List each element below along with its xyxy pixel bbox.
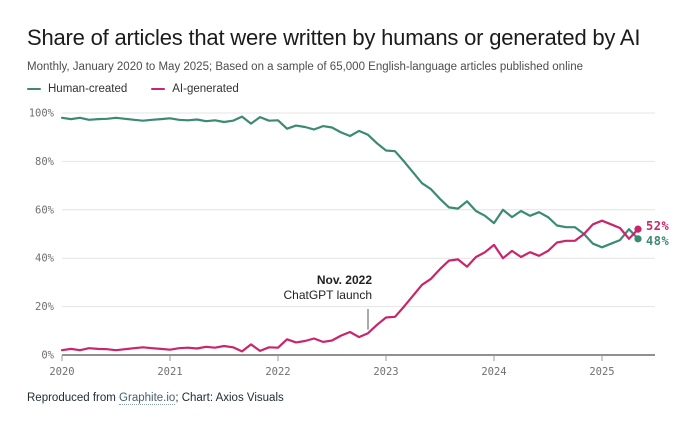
chart-title: Share of articles that were written by h… (27, 25, 641, 50)
ai-generated-end-dot (634, 225, 642, 233)
annotation-line-2: ChatGPT launch (283, 288, 373, 302)
source-prefix: Reproduced from (27, 392, 120, 404)
source-suffix: ; Chart: Axios Visuals (175, 392, 284, 404)
x-axis-label: 2025 (589, 366, 614, 378)
y-axis-label: 60% (35, 204, 55, 216)
y-axis-label: 40% (35, 253, 55, 265)
x-axis-label: 2021 (157, 366, 182, 378)
human-created-line (60, 115, 640, 249)
legend-item-ai-generated: AI-generated (151, 83, 239, 95)
y-axis-label: 80% (35, 156, 55, 168)
y-axis-label: 20% (35, 301, 55, 313)
human-created-swatch (27, 87, 41, 91)
y-axis-label: 100% (29, 108, 55, 120)
x-axis-label: 2023 (373, 366, 398, 378)
x-axis-label: 2022 (265, 366, 290, 378)
legend-label: Human-created (48, 83, 128, 95)
ai-generated-end-value: 52% (646, 219, 670, 233)
y-axis-label: 0% (41, 350, 54, 362)
source-line: Reproduced from Graphite.io; Chart: Axio… (27, 392, 284, 405)
x-axis-label: 2020 (49, 366, 74, 378)
chart-subtitle: Monthly, January 2020 to May 2025; Based… (27, 61, 583, 73)
graphite-link[interactable]: Graphite.io (119, 392, 176, 405)
ai-generated-swatch (151, 87, 166, 91)
x-axis-label: 2024 (481, 366, 506, 378)
chart-legend: Human-created AI-generated (27, 83, 239, 95)
ai-generated-line (60, 219, 640, 353)
human-created-end-dot (634, 235, 642, 243)
line-chart: 0% 20% 40% 60% 80% 100% 2020 2021 2022 2023 2024 20… (29, 108, 655, 378)
chatgpt-launch-annotation: Nov. 2022 ChatGPT launch (284, 273, 373, 303)
human-created-end-value: 48% (646, 234, 670, 248)
legend-item-human-created: Human-created (27, 83, 127, 95)
legend-label: AI-generated (172, 83, 239, 95)
annotation-line-1: Nov. 2022 (316, 273, 372, 287)
